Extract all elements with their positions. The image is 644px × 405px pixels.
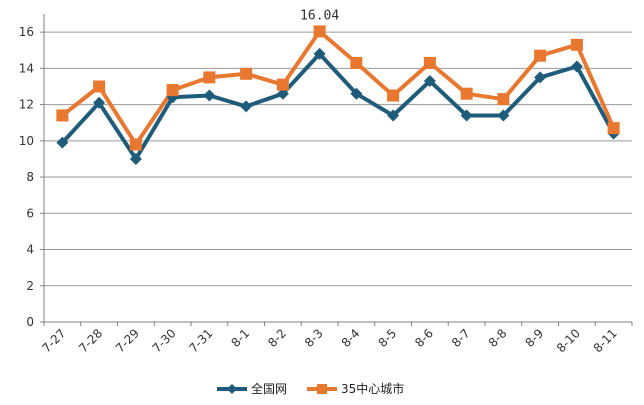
y-tick-label: 4 <box>26 243 34 257</box>
y-tick-label: 6 <box>26 206 34 220</box>
series-1-point <box>534 71 547 84</box>
x-tick-label: 7-29 <box>113 326 142 355</box>
x-tick-label: 7-31 <box>186 326 215 355</box>
series-lines <box>60 29 616 161</box>
legend-marker <box>227 384 237 394</box>
legend-item-2: 35中心城市 <box>307 381 404 396</box>
series-1-point <box>276 87 289 100</box>
series-1-point <box>350 87 363 100</box>
series-1-point <box>387 109 400 122</box>
x-tick-label: 7-28 <box>76 326 105 355</box>
legend-marker <box>317 384 327 394</box>
series-1-point <box>129 152 142 165</box>
series-1-point <box>460 109 473 122</box>
series-2-point <box>313 25 326 38</box>
x-tick-label: 8-7 <box>449 326 473 350</box>
series-2-point <box>534 49 547 62</box>
series-2-point <box>93 80 106 93</box>
x-tick-label: 8-1 <box>228 326 252 350</box>
series-2-point <box>607 122 620 135</box>
x-tick-label: 8-3 <box>302 326 326 350</box>
series-2-point <box>276 78 289 91</box>
x-tick-label: 7-27 <box>39 326 68 355</box>
x-tick-label: 8-8 <box>486 326 510 350</box>
y-tick-label: 14 <box>19 61 34 75</box>
series-1-point <box>570 60 583 73</box>
x-tick-label: 8-9 <box>522 326 546 350</box>
series-1-point <box>240 100 253 113</box>
data-label: 16.04 <box>300 8 339 23</box>
data-labels: 16.04 <box>300 8 339 23</box>
legend: 全国网 35中心城市 <box>217 381 404 396</box>
y-tick-label: 8 <box>26 170 34 184</box>
legend-label: 35中心城市 <box>341 381 404 396</box>
series-2-point <box>203 71 216 84</box>
series-1-point <box>423 75 436 88</box>
series-line-2 <box>60 29 616 147</box>
y-tick-labels: 0 2 4 6 8 10 12 14 16 <box>19 25 34 329</box>
series-1-point <box>203 89 216 102</box>
x-tick-label: 8-10 <box>554 326 583 355</box>
x-tick-label: 8-4 <box>339 326 363 350</box>
series-2-point <box>240 67 253 80</box>
series-2-point <box>129 138 142 151</box>
x-tick-label: 8-5 <box>375 326 399 350</box>
series-line-1 <box>60 51 616 161</box>
x-tick-label: 7-30 <box>150 326 179 355</box>
x-tick-label: 8-6 <box>412 326 436 350</box>
legend-label: 全国网 <box>251 381 287 396</box>
series-1-point <box>313 47 326 60</box>
series-2-point <box>423 56 436 69</box>
y-tick-label: 12 <box>19 98 34 112</box>
series-markers <box>56 25 620 165</box>
y-tick-label: 16 <box>19 25 34 39</box>
axes <box>40 14 633 326</box>
series-2-point <box>387 89 400 102</box>
gridlines <box>44 31 632 287</box>
series-2-point <box>166 84 179 97</box>
series-1-point <box>93 96 106 109</box>
series-2-point <box>497 93 510 106</box>
x-tick-label: 8-11 <box>591 326 620 355</box>
series-1-point <box>497 109 510 122</box>
y-tick-label: 10 <box>19 134 34 148</box>
series-2-point <box>570 38 583 51</box>
y-tick-label: 0 <box>26 315 34 329</box>
series-2-point <box>460 87 473 100</box>
series-1-point <box>56 136 69 149</box>
legend-item-1: 全国网 <box>217 381 287 396</box>
x-tick-label: 8-2 <box>265 326 289 350</box>
series-2-point <box>350 56 363 69</box>
y-tick-label: 2 <box>26 279 34 293</box>
series-2-point <box>56 109 69 122</box>
x-tick-labels: 7-27 7-28 7-29 7-30 7-31 8-1 8-2 8-3 8-4 8-5 8-6 8-… <box>39 326 619 355</box>
